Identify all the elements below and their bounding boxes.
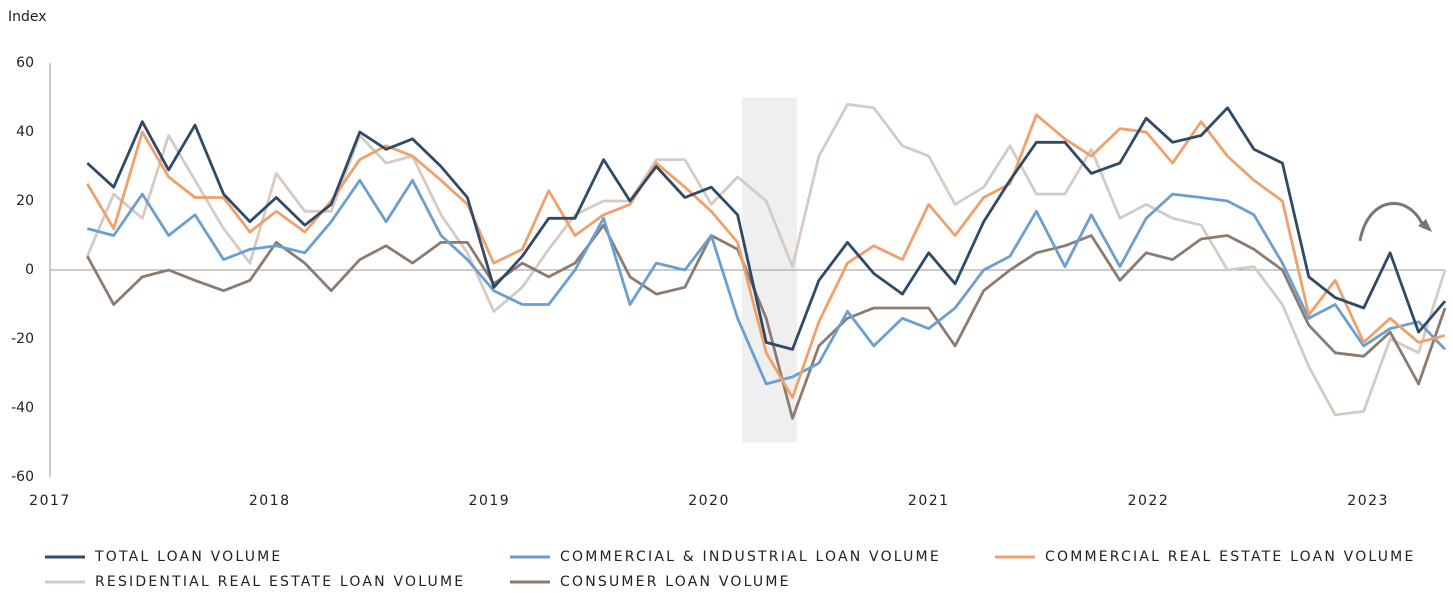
y-tick-label: -60 xyxy=(11,469,34,485)
x-tick-label: 2021 xyxy=(908,493,950,509)
legend-label: CONSUMER LOAN VOLUME xyxy=(560,574,791,590)
legend-label: TOTAL LOAN VOLUME xyxy=(94,549,282,565)
y-tick-label: -20 xyxy=(11,331,34,347)
y-tick-label: 40 xyxy=(16,124,34,140)
series-line xyxy=(86,113,1446,399)
y-tick-label: 0 xyxy=(25,262,34,278)
series-line xyxy=(86,178,1447,386)
legend-label: COMMERCIAL & INDUSTRIAL LOAN VOLUME xyxy=(560,549,941,565)
y-tick-label: 20 xyxy=(16,193,34,209)
x-tick-label: 2019 xyxy=(469,493,511,509)
x-tick-label: 2020 xyxy=(688,493,730,509)
x-tick-label: 2022 xyxy=(1128,493,1170,509)
series-line xyxy=(86,103,1447,417)
trend-arrow xyxy=(1358,202,1426,242)
x-tick-label: 2017 xyxy=(29,493,71,509)
y-tick-label: 60 xyxy=(16,55,34,71)
y-axis-label: Index xyxy=(8,9,47,25)
x-tick-label: 2018 xyxy=(249,493,291,509)
legend-label: RESIDENTIAL REAL ESTATE LOAN VOLUME xyxy=(95,574,465,590)
series-line xyxy=(86,223,1447,420)
series-line xyxy=(86,106,1447,351)
legend-label: COMMERCIAL REAL ESTATE LOAN VOLUME xyxy=(1045,549,1416,565)
trend-arrow-head xyxy=(1418,219,1432,232)
y-tick-label: -40 xyxy=(11,400,34,416)
x-tick-label: 2023 xyxy=(1347,493,1389,509)
